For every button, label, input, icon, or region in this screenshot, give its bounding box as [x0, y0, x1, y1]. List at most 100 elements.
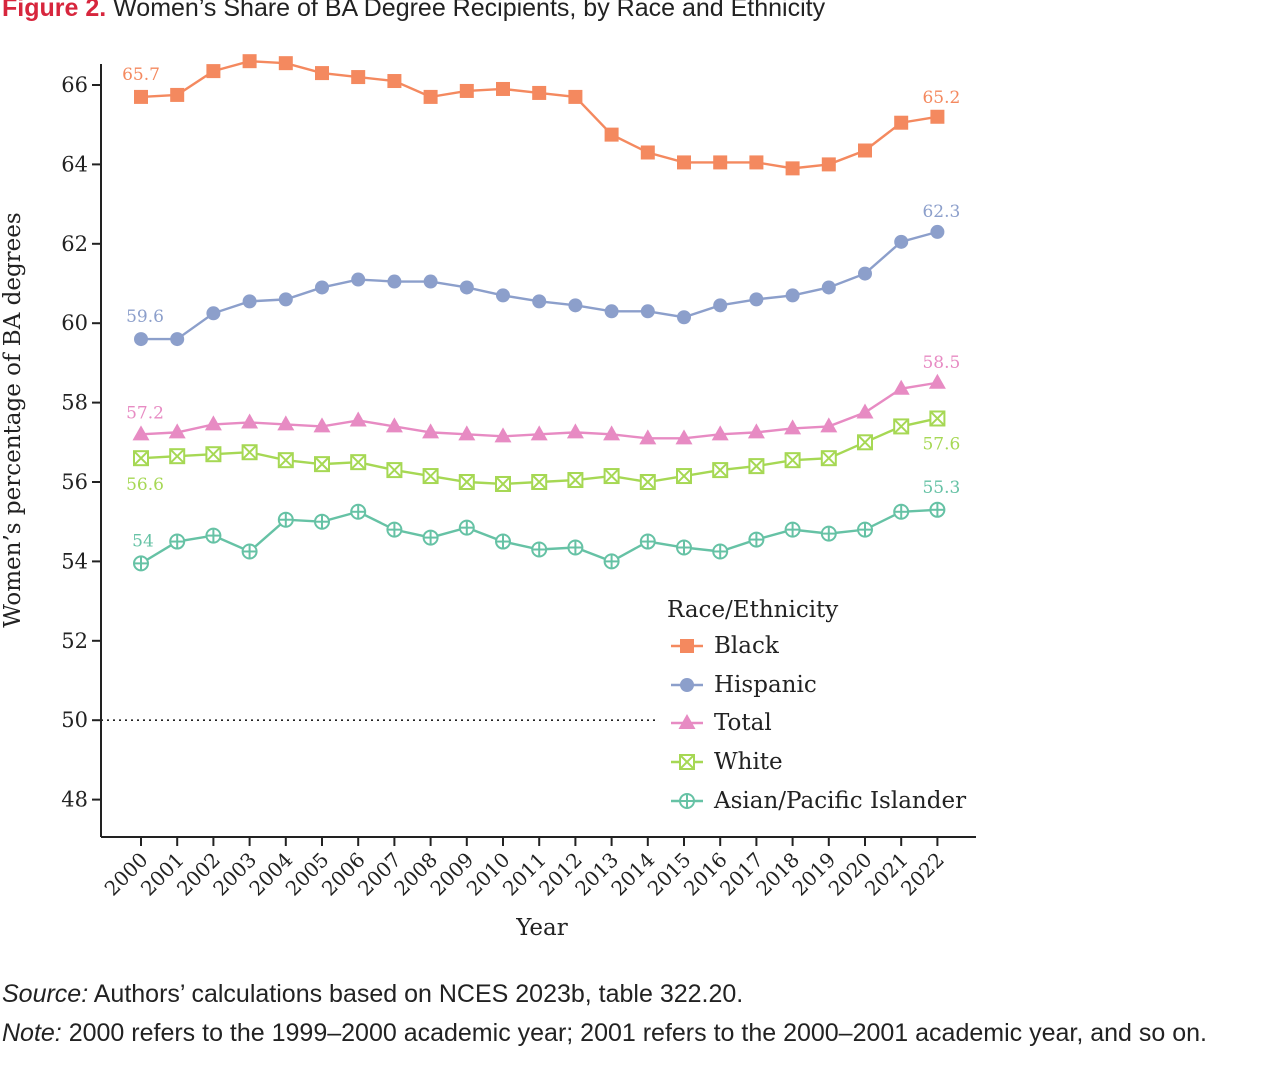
data-point [134, 89, 148, 104]
data-point [277, 511, 294, 528]
data-point [711, 425, 729, 441]
data-point [785, 288, 800, 303]
data-point [423, 89, 438, 104]
data-point [604, 304, 619, 319]
y-tick-label: 60 [61, 311, 88, 335]
series-line-hispanic [141, 230, 938, 341]
y-tick-label: 56 [61, 470, 88, 494]
data-point [858, 266, 872, 281]
data-point [640, 145, 655, 160]
data-point [677, 155, 691, 170]
data-point [241, 543, 258, 560]
data-point [168, 423, 186, 439]
legend-label: White [714, 749, 783, 775]
figure-title: Figure 2. Women’s Share of BA Degree Rec… [2, 0, 825, 23]
series-white: 56.6 57.6 [126, 410, 960, 495]
x-axis-label: Year [515, 915, 568, 941]
data-point [639, 429, 657, 445]
data-point [170, 332, 185, 347]
series-total: 57.2 58.5 [126, 353, 960, 445]
note-text: 2000 refers to the 1999–2000 academic ye… [61, 1019, 1207, 1047]
data-point [422, 529, 439, 546]
legend-label: Asian/Pacific Islander [713, 788, 966, 814]
data-point [242, 294, 257, 309]
data-point [495, 533, 511, 550]
data-point [205, 527, 222, 544]
data-point [858, 143, 872, 158]
data-label-start: 59.6 [126, 307, 164, 327]
data-point [820, 450, 837, 467]
data-point [278, 292, 293, 307]
line-chart: 4850525456586062646620002001200220032004… [0, 54, 976, 941]
data-point [241, 444, 258, 461]
data-point [929, 501, 946, 518]
legend-item: Hispanic [671, 672, 817, 698]
y-tick-label: 64 [61, 152, 88, 176]
source-label: Source: [2, 980, 89, 1008]
data-point [351, 70, 366, 85]
data-label-start: 56.6 [126, 475, 164, 495]
data-point [133, 555, 149, 572]
data-point [640, 304, 655, 319]
legend-label: Total [714, 710, 772, 736]
source-text: Authors’ calculations based on NCES 2023… [88, 980, 744, 1008]
data-point [568, 298, 583, 313]
data-point [206, 306, 221, 321]
series-line-black [140, 59, 938, 170]
data-point [784, 521, 801, 538]
data-point [893, 503, 910, 520]
series-black: 65.7 65.2 [122, 54, 960, 176]
data-point [857, 434, 873, 451]
data-label-start: 65.7 [122, 65, 160, 85]
data-point [385, 417, 403, 433]
x-tick-label: 2022 [896, 848, 949, 901]
legend-marker [679, 754, 695, 770]
data-point [784, 419, 802, 435]
data-point [350, 454, 367, 471]
legend-label: Hispanic [714, 672, 817, 698]
legend-title: Race/Ethnicity [667, 597, 838, 623]
legend: Race/Ethnicity Black Hispanic Total White Asi… [667, 597, 966, 814]
data-point [532, 85, 547, 100]
data-point [893, 418, 910, 435]
data-point [892, 379, 910, 395]
data-point [566, 423, 584, 439]
data-point [277, 452, 294, 469]
data-point [386, 521, 403, 538]
data-point [169, 533, 186, 550]
data-point [459, 83, 474, 98]
data-point [820, 417, 838, 433]
y-tick-label: 66 [61, 73, 88, 97]
data-point [132, 425, 150, 441]
data-label-end: 65.2 [922, 88, 960, 108]
data-point [713, 155, 728, 170]
data-point [894, 115, 909, 130]
data-point [315, 280, 329, 295]
data-point [531, 541, 548, 558]
data-label-start: 54 [132, 531, 154, 551]
data-point [675, 429, 693, 445]
data-point [133, 450, 149, 467]
y-tick-label: 62 [61, 232, 88, 256]
legend-label: Black [714, 633, 780, 659]
data-point [530, 425, 548, 441]
data-point [242, 54, 257, 69]
legend-marker [679, 793, 695, 809]
data-point [458, 519, 475, 536]
data-point [531, 474, 548, 490]
data-point [314, 513, 330, 530]
data-point [821, 280, 836, 295]
data-point [241, 413, 259, 429]
data-point [820, 525, 837, 542]
data-point [603, 425, 621, 441]
note-label: Note: [2, 1019, 62, 1047]
data-point [676, 468, 692, 485]
data-point [278, 56, 293, 71]
y-tick-label: 52 [61, 629, 88, 653]
y-tick-label: 54 [61, 549, 88, 573]
note: Note: 2000 refers to the 1999–2000 acade… [2, 1014, 1278, 1052]
source-note: Source: Authors’ calculations based on N… [2, 975, 1278, 1013]
data-point [387, 274, 402, 289]
legend-item: Total [671, 710, 772, 736]
data-point [639, 474, 656, 490]
